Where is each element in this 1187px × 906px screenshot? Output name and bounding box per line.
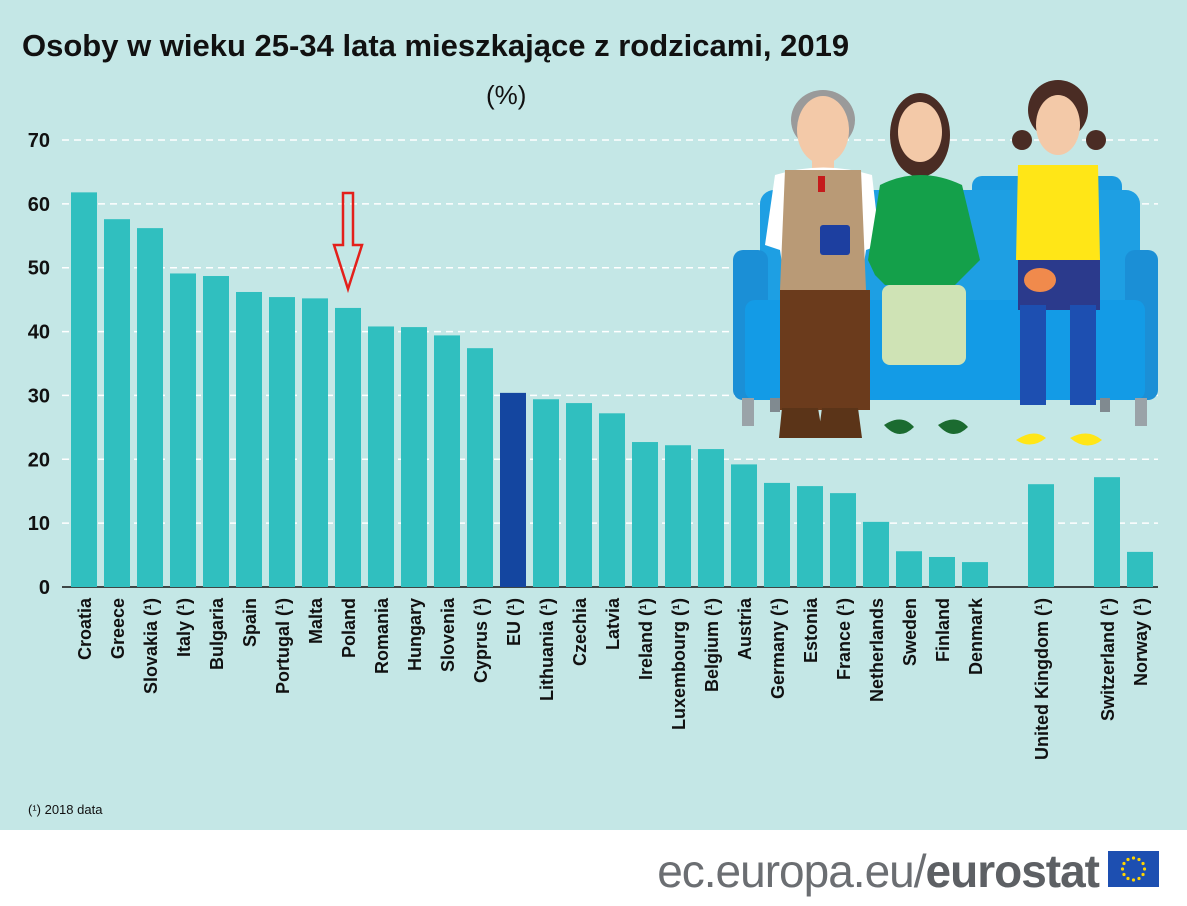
y-tick-label: 20 [28, 449, 50, 471]
y-tick-label: 0 [39, 577, 50, 599]
y-tick-label: 70 [28, 130, 50, 152]
x-tick-label: EU (¹) [504, 598, 524, 646]
y-tick-label: 10 [28, 513, 50, 535]
x-tick-label: Switzerland (¹) [1098, 598, 1118, 721]
x-tick-label: Belgium (¹) [702, 598, 722, 692]
bar-belgium [698, 449, 724, 587]
bar-slovenia [434, 335, 460, 587]
bar-cyprus [467, 348, 493, 587]
bar-switzerland [1094, 477, 1120, 587]
x-tick-label: Bulgaria [207, 597, 227, 670]
bar-united-kingdom [1028, 484, 1054, 587]
unit-label: (%) [486, 80, 527, 110]
chart-title: Osoby w wieku 25-34 lata mieszkające z r… [22, 28, 850, 63]
x-tick-label: Croatia [75, 597, 95, 660]
bar-eu [500, 392, 526, 587]
y-tick-label: 30 [28, 385, 50, 407]
url-brand: eurostat [925, 845, 1100, 897]
footnote: (¹) 2018 data [28, 802, 103, 817]
x-tick-label: Denmark [966, 597, 986, 675]
bar-ireland [632, 442, 658, 587]
bar-latvia [599, 413, 625, 587]
bar-france [830, 493, 856, 587]
bar-portugal [269, 297, 295, 587]
eurostat-url[interactable]: ec.europa.eu/eurostat [657, 844, 1100, 898]
highlight-arrow-icon [332, 191, 364, 294]
x-tick-label: Slovakia (¹) [141, 598, 161, 694]
x-tick-label: Cyprus (¹) [471, 598, 491, 683]
x-tick-label: Spain [240, 598, 260, 647]
bar-lithuania [533, 399, 559, 587]
x-tick-label: Germany (¹) [768, 598, 788, 699]
x-tick-label: Finland [933, 598, 953, 662]
bar-estonia [797, 486, 823, 587]
bar-luxembourg [665, 445, 691, 587]
bar-greece [104, 219, 130, 587]
bar-malta [302, 298, 328, 587]
bar-chart: 0 10 20 30 40 50 60 70 Croatia Greece Slovakia (¹… [28, 80, 1158, 760]
x-tick-label: Estonia [801, 597, 821, 663]
bar-poland [335, 307, 361, 587]
x-tick-label: Netherlands [867, 598, 887, 702]
y-tick-label: 50 [28, 258, 50, 280]
bar-germany [764, 482, 790, 587]
x-tick-label: Italy (¹) [174, 598, 194, 657]
bar-norway [1127, 551, 1153, 587]
x-tick-label: Poland [339, 598, 359, 658]
bar-bulgaria [203, 276, 229, 587]
x-tick-label: Portugal (¹) [273, 598, 293, 694]
chart-area: Osoby w wieku 25-34 lata mieszkające z r… [0, 0, 1187, 830]
x-tick-label: Romania [372, 597, 392, 674]
x-tick-label: Slovenia [438, 597, 458, 672]
x-tick-label: Hungary [405, 598, 425, 671]
x-tick-label: Ireland (¹) [636, 598, 656, 680]
x-tick-label: Austria [735, 597, 755, 660]
x-tick-label: Greece [108, 598, 128, 659]
x-tick-label: Malta [306, 597, 326, 644]
bar-denmark [962, 562, 988, 587]
y-tick-label: 60 [28, 194, 50, 216]
x-tick-label: Czechia [570, 597, 590, 666]
x-tick-label: Sweden [900, 598, 920, 666]
x-tick-label: Latvia [603, 597, 623, 650]
bar-finland [929, 556, 955, 587]
bar-italy [170, 273, 196, 587]
url-prefix: ec.europa.eu/ [657, 845, 926, 897]
bar-romania [368, 326, 394, 587]
x-tick-label: Luxembourg (¹) [669, 598, 689, 730]
bar-hungary [401, 327, 427, 587]
bar-austria [731, 464, 757, 587]
x-tick-label: France (¹) [834, 598, 854, 680]
bar-croatia [71, 192, 97, 587]
bar-netherlands [863, 521, 889, 587]
bar-slovakia [137, 228, 163, 587]
footer: ec.europa.eu/eurostat [0, 830, 1187, 906]
y-tick-label: 40 [28, 322, 50, 344]
bar-spain [236, 291, 262, 587]
bar-czechia [566, 403, 592, 587]
x-tick-label: Norway (¹) [1131, 598, 1151, 686]
family-on-sofa-illustration [733, 80, 1158, 446]
x-tick-label: United Kingdom (¹) [1032, 598, 1052, 760]
bar-sweden [896, 551, 922, 587]
x-tick-label: Lithuania (¹) [537, 598, 557, 701]
